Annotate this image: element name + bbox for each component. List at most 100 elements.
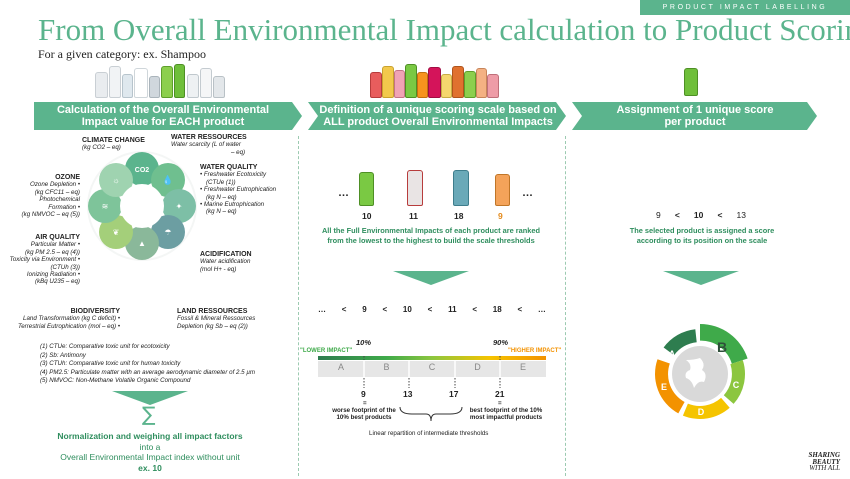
pct-low-label: 10% — [356, 338, 372, 347]
column-divider-2 — [565, 136, 566, 476]
water-quality-item: • Freshwater Ecotoxicity — [200, 171, 267, 179]
water-resources-title: WATER RESSOURCES — [171, 134, 247, 141]
ordering-token: 11 — [448, 305, 457, 314]
air-quality-title: AIR QUALITY — [35, 234, 80, 241]
gauge-letter-a: A — [669, 349, 676, 359]
selected-product-illustration — [684, 68, 698, 96]
eq-sign-left: = — [363, 400, 367, 407]
scale-letter-d: D — [474, 362, 481, 372]
land-resources-segment — [125, 226, 159, 260]
threshold-value: 13 — [403, 389, 413, 399]
sigma-icon: ∑ — [142, 402, 156, 426]
footnote: (1) CTUe: Comparative toxic unit for eco… — [40, 343, 170, 350]
lower-impact-label: "LOWER IMPACT" — [300, 348, 353, 354]
ordering-token: < — [382, 305, 388, 314]
climate-change-label: CLIMATE CHANGE (kg CO2 – eq) — [82, 137, 145, 152]
footnote: (3) CTUh: Comparative toxic unit for hum… — [40, 360, 181, 368]
footnotes: (1) CTUe: Comparative toxic unit for eco… — [40, 343, 255, 386]
ellipsis-right: … — [522, 187, 533, 199]
ordering-token: … — [537, 305, 546, 314]
water-resources-line1: Water scarcity (L of water — [171, 141, 241, 149]
climate-change-title: CLIMATE CHANGE — [82, 137, 145, 144]
water-quality-item: • Freshwater Eutrophication — [200, 186, 277, 194]
step-2-line1: Definition of a unique scoring scale bas… — [319, 104, 557, 116]
pct-high-label: 90% — [493, 338, 509, 347]
step-1-chevron — [34, 102, 302, 130]
step-chevrons — [34, 102, 817, 130]
footnote: (4) PM2.5: Particulate matter with an av… — [40, 368, 256, 376]
assign-line1: The selected product is assigned a score — [629, 226, 775, 235]
biodiversity-line2: Terrestrial Eutrophication (mol – eq) • — [17, 322, 120, 330]
step-1-line1: Calculation of the Overall Environmental — [56, 104, 270, 116]
co2-icon: CO2 — [135, 167, 150, 174]
logo-line2: BEAUTY — [812, 457, 840, 466]
acid-rain-icon: ☂ — [164, 228, 171, 237]
land-resources-line1: Fossil & Mineral Ressources — [177, 315, 256, 323]
ranked-product-bottles — [357, 168, 510, 208]
down-arrow-3 — [663, 271, 739, 285]
air-quality-item: Toxicity via Environment • — [9, 256, 80, 264]
step-3-chevron — [572, 102, 817, 130]
water-resources-segment — [151, 163, 185, 197]
gauge-segment-c — [723, 360, 745, 404]
water-quality-segment — [162, 189, 196, 223]
ranked-value: 18 — [454, 211, 464, 221]
ranked-value: 10 — [362, 211, 372, 221]
shampoo-bottles-illustration-2 — [370, 62, 499, 98]
ordering-token: < — [427, 305, 433, 314]
logo-line3: WITH ALL — [809, 464, 840, 472]
ordering-token: 10 — [402, 305, 412, 314]
sharing-beauty-logo: SHARING BEAUTY WITH ALL — [786, 452, 840, 472]
scale-letter-e: E — [519, 362, 526, 372]
climate-change-unit: (kg CO2 – eq) — [82, 144, 121, 152]
eq-sign-right: = — [498, 400, 502, 407]
ozone-label: OZONE Ozone Depletion • (kg CFC11 – eq) … — [10, 174, 80, 218]
globe-icon — [685, 358, 706, 388]
normalization-line2: into a — [139, 441, 161, 452]
assign-description: The selected product is assigned a score… — [588, 226, 816, 245]
gauge-segment-d — [682, 397, 730, 419]
ozone-title: OZONE — [55, 174, 80, 181]
biodiversity-segment — [99, 215, 133, 249]
threshold-value: 21 — [495, 389, 505, 399]
score-scale-bar — [318, 356, 546, 377]
climate-change-segment — [125, 152, 159, 186]
ranked-line1: All the Full Environmental Impacts of ea… — [321, 226, 541, 235]
assign-token: 9 — [656, 210, 661, 220]
ozone-item: Photochemical — [39, 196, 80, 204]
biodiversity-title: BIODIVERSITY — [70, 308, 120, 315]
ranked-line2: from the lowest to the highest to build … — [327, 235, 535, 245]
water-drop-icon: 💧 — [162, 174, 173, 185]
higher-impact-label: "HIGHER IMPACT" — [508, 348, 562, 354]
land-resources-line2: Depletion (kg Sb – eq (2)) — [177, 322, 248, 330]
assign-line2: according to its position on the scale — [636, 235, 768, 245]
land-resources-title: LAND RESSOURCES — [177, 308, 248, 315]
assign-token: 13 — [736, 210, 746, 220]
threshold-value: 9 — [361, 389, 366, 399]
ordering-token: < — [472, 305, 477, 314]
gauge-segment-b — [700, 323, 748, 364]
best-line2: most impactful products — [469, 414, 543, 422]
gauge-letter-b: B — [717, 339, 727, 355]
air-quality-segment — [88, 189, 122, 223]
air-icon: ≋ — [102, 202, 109, 211]
water-resources-label: WATER RESSOURCES Water scarcity (L of wa… — [171, 134, 247, 156]
acidification-line1: Water acidification — [200, 258, 251, 266]
impact-wheel-segments — [88, 152, 196, 260]
water-quality-item: • Marine Eutrophication — [200, 201, 265, 209]
page-subtitle: For a given category: ex. Shampoo — [38, 47, 206, 61]
ordering-token: 9 — [362, 305, 367, 314]
step-3-line2: per product — [664, 116, 726, 128]
down-arrow-2 — [393, 271, 469, 285]
worse-line1: worse footprint of the — [332, 407, 396, 414]
landscape-icon: ▲ — [138, 239, 146, 248]
ozone-icon: ☼ — [112, 176, 119, 185]
linear-repartition-text: Linear repartition of intermediate thres… — [369, 430, 489, 437]
fish-icon: ✦ — [176, 202, 183, 211]
biodiversity-label: BIODIVERSITY Land Transformation (kg C d… — [8, 308, 120, 330]
scale-letters: A B C D E — [318, 362, 546, 372]
air-quality-item: Particular Matter • — [30, 241, 80, 249]
acidification-segment — [151, 215, 185, 249]
air-quality-item: (CTUh (3)) — [50, 263, 80, 271]
step-2-chevron — [308, 102, 566, 130]
